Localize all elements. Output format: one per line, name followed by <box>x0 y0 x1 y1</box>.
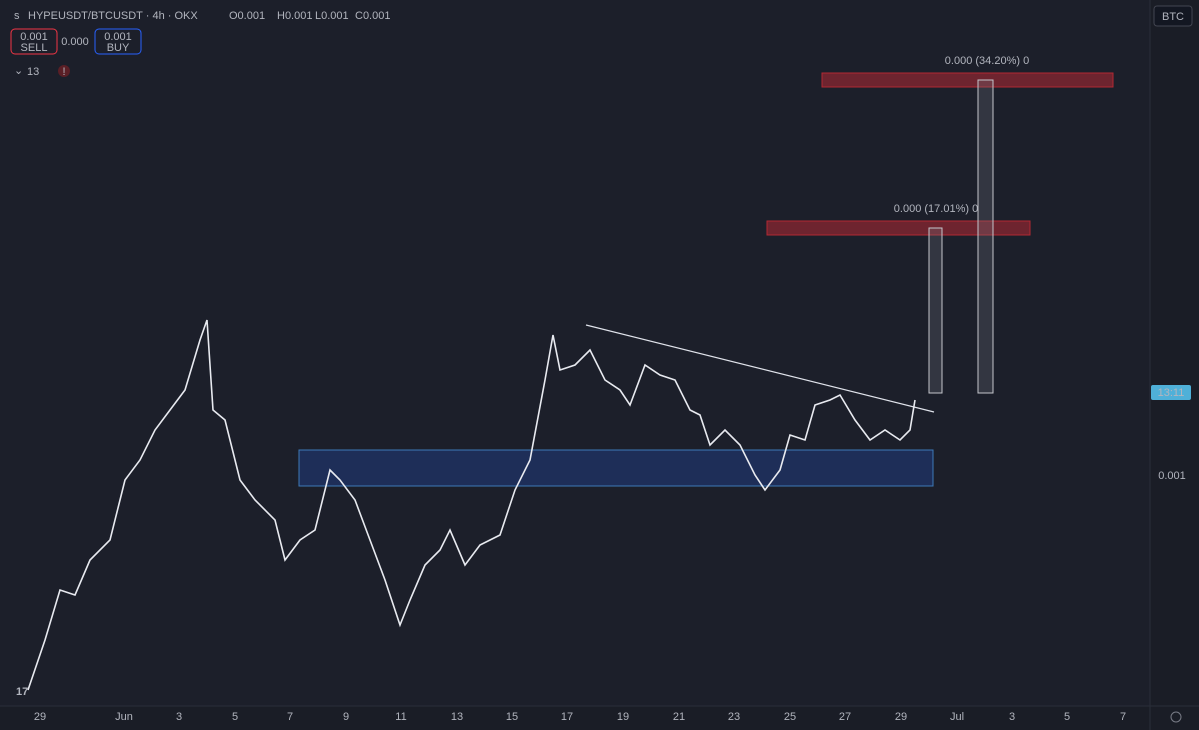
time-label: 21 <box>673 711 685 723</box>
plot-area <box>0 0 1150 706</box>
ohlc-value: C0.001 <box>355 10 390 22</box>
time-label: 5 <box>1064 711 1070 723</box>
warning-mark: ! <box>62 66 65 78</box>
target-label: 0.000 (34.20%) 0 <box>945 55 1029 67</box>
spread: 0.000 <box>61 36 89 48</box>
time-label: 11 <box>395 711 406 723</box>
status-dot: s <box>14 10 20 22</box>
buy-price: 0.001 <box>104 31 132 43</box>
currency-badge[interactable] <box>1153 5 1193 27</box>
time-label: 3 <box>176 711 182 723</box>
collapse-icon[interactable]: ⌄ <box>14 65 23 77</box>
trend-line[interactable] <box>585 324 935 413</box>
measure-bar[interactable] <box>977 79 994 394</box>
sell-price: 0.001 <box>20 31 48 43</box>
indicators-count[interactable]: 13 <box>27 66 39 78</box>
time-label: 25 <box>784 711 796 723</box>
warning-icon[interactable] <box>58 65 70 77</box>
measure-bar[interactable] <box>928 227 943 394</box>
target-zone[interactable] <box>821 72 1114 88</box>
sell-label: SELL <box>21 42 48 54</box>
price-marker <box>1151 385 1191 400</box>
price-label: 0.001 <box>1158 470 1186 482</box>
support-zone[interactable] <box>298 449 934 487</box>
ohlc-value: L0.001 <box>315 10 349 22</box>
currency: BTC <box>1162 11 1184 23</box>
logo[interactable]: 17 <box>16 686 28 698</box>
time-label: 9 <box>343 711 349 723</box>
time-label: 13 <box>451 711 463 723</box>
time-label: 29 <box>34 711 46 723</box>
time-label: 29 <box>895 711 907 723</box>
target-label: 0.000 (17.01%) 0 <box>894 203 978 215</box>
target-zone[interactable] <box>766 220 1031 236</box>
sell-button[interactable] <box>10 28 58 55</box>
time-label: 27 <box>839 711 851 723</box>
buy-button[interactable] <box>94 28 142 55</box>
ohlc-value: O0.001 <box>229 10 265 22</box>
time-label: 7 <box>287 711 293 723</box>
symbol[interactable]: HYPEUSDT/BTCUSDT · 4h · OKX <box>28 10 198 22</box>
time-label: 5 <box>232 711 238 723</box>
ohlc-value: H0.001 <box>277 10 312 22</box>
time-label: 23 <box>728 711 740 723</box>
time-label: 15 <box>506 711 518 723</box>
buy-label: BUY <box>107 42 130 54</box>
time-label: 17 <box>561 711 573 723</box>
price-trace <box>27 319 916 691</box>
time-label: 3 <box>1009 711 1015 723</box>
time-axis: 29 Jun 3 5 7 9 11 13 15 17 19 21 23 25 27 29 Jul 3 5 7 <box>34 711 1126 723</box>
time-label: 19 <box>617 711 629 723</box>
time-label: 7 <box>1120 711 1126 723</box>
settings-icon[interactable] <box>1170 711 1182 723</box>
countdown: 13:11 <box>1158 387 1185 399</box>
ohlc: O0.001 H0.001 L0.001 C0.001 <box>229 10 390 22</box>
time-label: Jun <box>115 711 133 723</box>
time-label: Jul <box>950 711 964 723</box>
